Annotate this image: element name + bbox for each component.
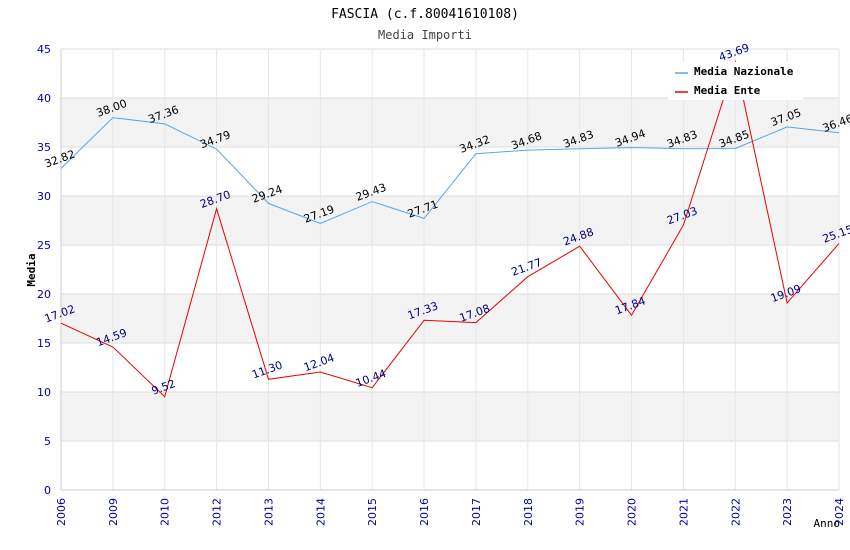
y-tick-label: 20	[37, 288, 51, 301]
legend-box	[668, 62, 803, 100]
plot-band	[61, 294, 839, 343]
legend-label-media-nazionale: Media Nazionale	[694, 65, 794, 78]
x-tick-label: 2019	[574, 498, 587, 526]
plot-band	[61, 343, 839, 392]
plot-band	[61, 147, 839, 196]
y-axis-label: Media	[25, 253, 38, 286]
y-tick-label: 10	[37, 386, 51, 399]
x-tick-label: 2021	[677, 498, 690, 526]
plot-bands	[61, 49, 839, 490]
series-line-media-nazionale	[60, 117, 840, 225]
x-tick-label: 2016	[418, 498, 431, 526]
x-tick-label: 2013	[262, 498, 275, 526]
x-tick-label: 2017	[470, 498, 483, 526]
x-tick-label: 2023	[781, 498, 794, 526]
chart-subtitle: Media Importi	[378, 28, 472, 42]
y-tick-label: 40	[37, 92, 51, 105]
x-tick-label: 2018	[522, 498, 535, 526]
chart-title: FASCIA (c.f.80041610108)	[331, 7, 519, 22]
y-tick-label: 15	[37, 337, 51, 350]
y-tick-label: 0	[44, 484, 51, 497]
series-line-media-ente	[60, 59, 840, 398]
x-tick-label: 2012	[211, 498, 224, 526]
y-tick-labels: 0 5 10 15 20 25 30 35 40 45	[37, 43, 51, 497]
legend-label-media-ente: Media Ente	[694, 84, 761, 97]
plot-band	[61, 98, 839, 147]
x-tick-label: 2006	[55, 498, 68, 526]
y-tick-label: 5	[44, 435, 51, 448]
y-tick-label: 25	[37, 239, 51, 252]
x-tick-label: 2020	[626, 498, 639, 526]
series-lines	[60, 59, 840, 398]
x-tick-label: 2009	[107, 498, 120, 526]
plot-band	[61, 392, 839, 441]
x-tick-label: 2015	[366, 498, 379, 526]
x-tick-label: 2010	[159, 498, 172, 526]
x-axis-label: Anno	[814, 517, 841, 530]
plot-band	[61, 196, 839, 245]
x-tick-label: 2014	[314, 498, 327, 526]
y-tick-label: 45	[37, 43, 51, 56]
x-tick-label: 2024	[833, 498, 846, 526]
y-tick-label: 30	[37, 190, 51, 203]
plot-band	[61, 441, 839, 490]
x-tick-labels: 2006 2009 2010 2012 2013 2014 2015 2016 2017 2018…	[55, 498, 846, 526]
legend: Media Nazionale Media Ente	[668, 62, 803, 100]
plot-band	[61, 245, 839, 294]
x-tick-label: 2022	[729, 498, 742, 526]
y-tick-label: 35	[37, 141, 51, 154]
